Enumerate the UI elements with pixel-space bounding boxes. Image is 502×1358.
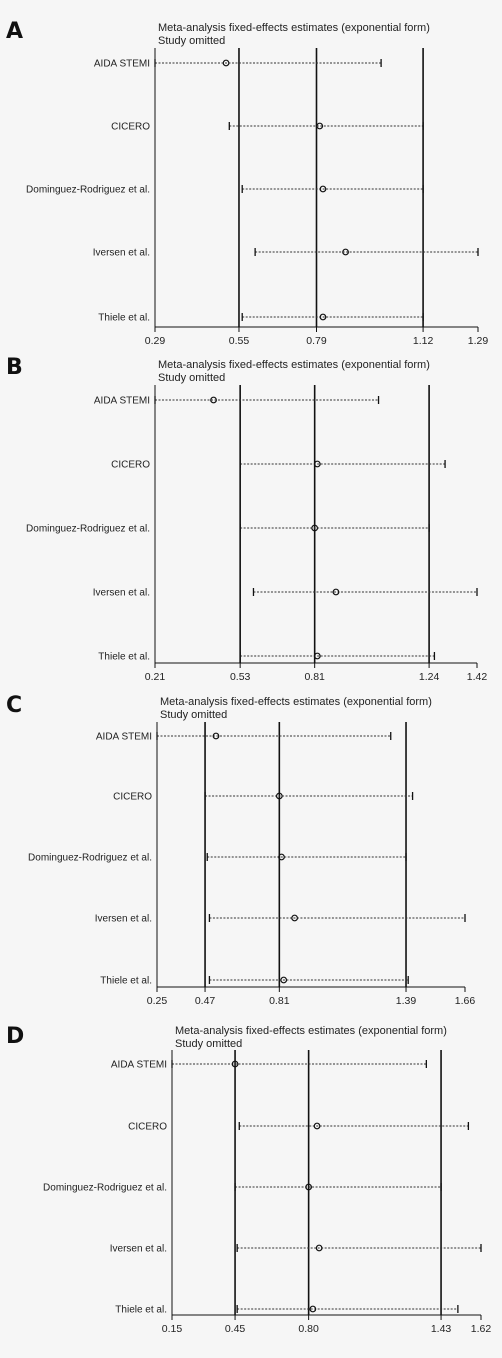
point-estimate bbox=[316, 122, 324, 130]
study-label: Dominguez-Rodriguez et al. bbox=[26, 185, 150, 196]
study-label: AIDA STEMI bbox=[94, 59, 150, 70]
chart-title: Meta-analysis fixed-effects estimates (e… bbox=[158, 359, 430, 371]
study-label: CICERO bbox=[111, 460, 150, 471]
study-label: CICERO bbox=[113, 792, 152, 803]
point-estimate bbox=[212, 732, 220, 740]
x-tick-label: 0.81 bbox=[269, 995, 290, 1007]
study-label: Thiele et al. bbox=[98, 652, 150, 663]
chart-title: Meta-analysis fixed-effects estimates (e… bbox=[158, 22, 430, 34]
point-estimate bbox=[278, 853, 285, 861]
x-tick-label: 0.29 bbox=[145, 335, 166, 347]
panel-c: C Meta-analysis fixed-effects estimates (… bbox=[6, 693, 475, 1007]
chart-title: Meta-analysis fixed-effects estimates (e… bbox=[175, 1025, 447, 1037]
study-label: AIDA STEMI bbox=[96, 732, 152, 743]
x-tick-label: 0.25 bbox=[147, 995, 168, 1007]
study-label: Iversen et al. bbox=[95, 914, 152, 925]
point-estimate bbox=[315, 1244, 323, 1252]
chart-title: Meta-analysis fixed-effects estimates (e… bbox=[160, 696, 432, 708]
point-estimate bbox=[313, 652, 321, 660]
point-estimate bbox=[231, 1060, 239, 1068]
x-tick-label: 0.53 bbox=[230, 671, 251, 683]
x-tick-label: 1.42 bbox=[467, 671, 488, 683]
point-estimate bbox=[275, 792, 283, 800]
x-tick-label: 1.12 bbox=[413, 335, 434, 347]
chart-subtitle: Study omitted bbox=[158, 35, 225, 47]
study-label: Dominguez-Rodriguez et al. bbox=[26, 524, 150, 535]
panel-letter: C bbox=[6, 693, 22, 718]
panel-letter: A bbox=[6, 19, 23, 44]
x-tick-label: 0.80 bbox=[298, 1323, 319, 1335]
study-label: Iversen et al. bbox=[93, 248, 150, 259]
study-label: Iversen et al. bbox=[110, 1244, 167, 1255]
chart-subtitle: Study omitted bbox=[158, 372, 225, 384]
x-tick-label: 0.47 bbox=[195, 995, 216, 1007]
x-tick-label: 0.15 bbox=[162, 1323, 183, 1335]
point-estimate bbox=[305, 1183, 313, 1191]
panel-a: A Meta-analysis fixed-effects estimates (… bbox=[6, 19, 488, 347]
x-tick-label: 0.81 bbox=[304, 671, 325, 683]
point-estimate bbox=[280, 976, 288, 984]
x-tick-label: 0.21 bbox=[145, 671, 166, 683]
panel-letter: B bbox=[6, 355, 23, 380]
panel-letter: D bbox=[6, 1024, 24, 1049]
point-estimate bbox=[309, 1305, 317, 1313]
x-tick-label: 0.55 bbox=[229, 335, 250, 347]
x-tick-label: 0.79 bbox=[306, 335, 327, 347]
point-estimate bbox=[291, 914, 299, 922]
point-estimate bbox=[311, 524, 319, 532]
x-tick-label: 1.39 bbox=[396, 995, 417, 1007]
study-label: Iversen et al. bbox=[93, 588, 150, 599]
study-label: Thiele et al. bbox=[100, 976, 152, 987]
chart-subtitle: Study omitted bbox=[175, 1038, 242, 1050]
x-tick-label: 0.45 bbox=[225, 1323, 246, 1335]
x-tick-label: 1.24 bbox=[419, 671, 440, 683]
point-estimate bbox=[210, 396, 217, 404]
point-estimate bbox=[319, 185, 327, 193]
study-label: AIDA STEMI bbox=[94, 396, 150, 407]
point-estimate bbox=[342, 248, 349, 256]
x-tick-label: 1.62 bbox=[471, 1323, 492, 1335]
study-label: Dominguez-Rodriguez et al. bbox=[28, 853, 152, 864]
x-tick-label: 1.43 bbox=[431, 1323, 452, 1335]
study-label: CICERO bbox=[111, 122, 150, 133]
x-tick-label: 1.66 bbox=[455, 995, 476, 1007]
point-estimate bbox=[222, 59, 230, 67]
panel-b: B Meta-analysis fixed-effects estimates (… bbox=[6, 355, 487, 683]
panel-d: D Meta-analysis fixed-effects estimates (… bbox=[6, 1024, 491, 1335]
point-estimate bbox=[319, 313, 327, 321]
study-label: CICERO bbox=[128, 1122, 167, 1133]
study-label: Dominguez-Rodriguez et al. bbox=[43, 1183, 167, 1194]
study-label: AIDA STEMI bbox=[111, 1060, 167, 1071]
study-label: Thiele et al. bbox=[115, 1305, 167, 1316]
point-estimate bbox=[313, 460, 321, 468]
x-tick-label: 1.29 bbox=[468, 335, 489, 347]
point-estimate bbox=[332, 588, 340, 596]
chart-subtitle: Study omitted bbox=[160, 709, 227, 721]
point-estimate bbox=[313, 1122, 321, 1130]
study-label: Thiele et al. bbox=[98, 313, 150, 324]
